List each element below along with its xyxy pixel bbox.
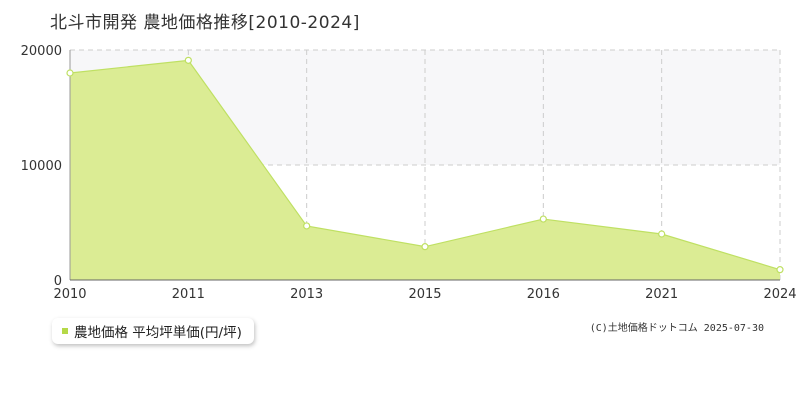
data-point [776, 266, 784, 274]
data-point [421, 243, 429, 251]
x-tick-label: 2015 [408, 287, 441, 302]
x-tick-label: 2024 [763, 287, 796, 302]
data-point [184, 56, 192, 64]
y-tick-label: 20000 [21, 44, 62, 59]
x-tick-label: 2021 [645, 287, 678, 302]
x-tick-label: 2011 [172, 287, 205, 302]
data-point [658, 230, 666, 238]
legend-marker [62, 328, 68, 334]
chart-title: 北斗市開発 農地価格推移[2010-2024] [50, 13, 360, 33]
data-point [303, 222, 311, 230]
copyright-text: (C)土地価格ドットコム 2025-07-30 [589, 323, 764, 334]
x-tick-label: 2016 [527, 287, 560, 302]
y-tick-label: 10000 [21, 159, 62, 174]
x-tick-label: 2010 [53, 287, 86, 302]
data-point [66, 69, 74, 77]
x-tick-label: 2013 [290, 287, 323, 302]
legend: 農地価格 平均坪単価(円/坪) [52, 318, 254, 344]
data-point [539, 215, 547, 223]
series-area [70, 60, 780, 280]
y-tick-label: 0 [54, 274, 62, 289]
legend-label: 農地価格 平均坪単価(円/坪) [74, 325, 242, 341]
